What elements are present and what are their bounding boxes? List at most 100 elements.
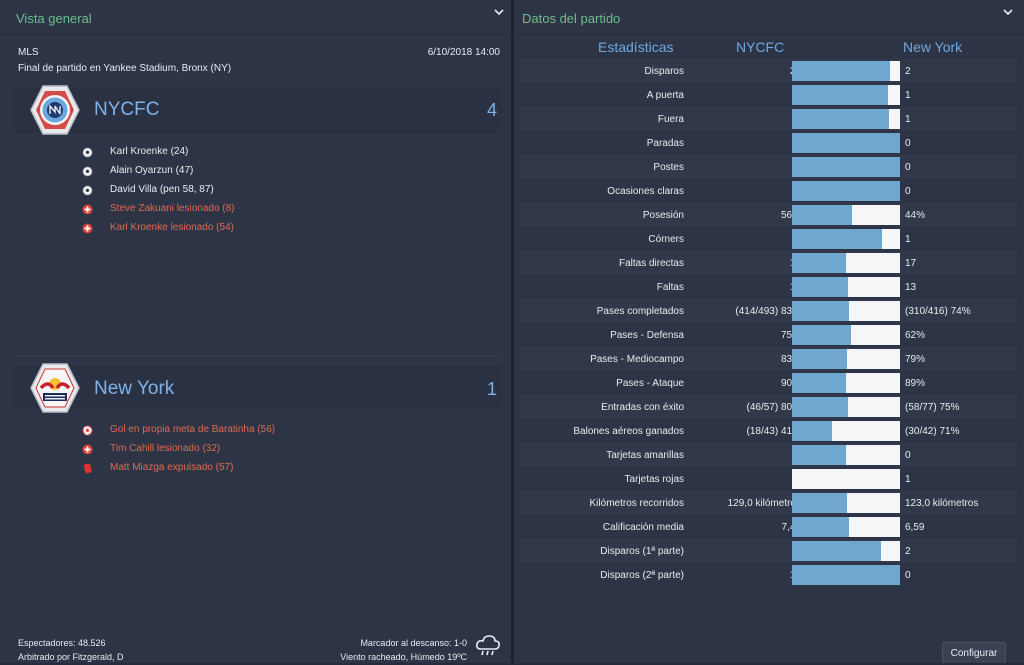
stat-row: Calificación media 7,43 6,59 — [520, 515, 1017, 539]
stat-row: Paradas40 — [520, 131, 1017, 155]
stat-row: Disparos212 — [520, 59, 1017, 83]
stat-comparison-bar — [792, 325, 900, 345]
stat-home-bar-fill — [792, 301, 849, 321]
stat-comparison-bar — [792, 421, 900, 441]
stat-label: Tarjetas rojas — [624, 474, 684, 485]
stat-comparison-bar — [792, 541, 900, 561]
stat-row: Disparos (2ª parte)120 — [520, 563, 1017, 587]
match-stats-collapse-chevron-icon[interactable] — [1002, 6, 1014, 18]
halftime-score: Marcador al descanso: 1-0 — [360, 638, 467, 648]
stat-row: A puerta81 — [520, 83, 1017, 107]
stat-away-value: 2 — [905, 546, 911, 557]
stat-away-value: (30/42) 71% — [905, 426, 960, 437]
stat-home-bar-fill — [792, 61, 890, 81]
stat-label: Kilómetros recorridos — [589, 498, 684, 509]
stat-label: Pases - Ataque — [616, 378, 684, 389]
stat-away-value: 1 — [905, 474, 911, 485]
match-event-text[interactable]: Alain Oyarzun (47) — [110, 165, 194, 176]
stat-home-bar-fill — [792, 445, 846, 465]
stat-home-bar-fill — [792, 349, 847, 369]
configure-button[interactable]: Configurar — [942, 642, 1006, 663]
stat-row: Postes20 — [520, 155, 1017, 179]
stat-comparison-bar — [792, 373, 900, 393]
stat-label: Pases - Defensa — [610, 330, 684, 341]
new-york-crest-icon[interactable] — [29, 362, 81, 414]
stat-comparison-bar — [792, 133, 900, 153]
away-team-score: 1 — [486, 379, 497, 399]
stat-row: Posesión 56% 44% — [520, 203, 1017, 227]
stat-away-value: 62% — [905, 330, 926, 341]
stat-label: Tarjetas amarillas — [606, 450, 684, 461]
stat-row: Córners51 — [520, 227, 1017, 251]
away-team-name[interactable]: New York — [94, 378, 175, 399]
stat-comparison-bar — [792, 61, 900, 81]
stat-away-value: 0 — [905, 138, 911, 149]
stat-label: Faltas — [656, 282, 684, 293]
match-event-text[interactable]: Karl Kroenke lesionado (54) — [110, 222, 234, 233]
stat-comparison-bar — [792, 277, 900, 297]
stat-home-bar-fill — [792, 325, 851, 345]
home-team-name[interactable]: NYCFC — [94, 99, 160, 120]
stat-label: Postes — [653, 162, 684, 173]
rain-cloud-icon — [475, 634, 501, 658]
injury-icon — [82, 223, 93, 234]
stat-away-value: 0 — [905, 570, 911, 581]
own-goal-icon — [82, 425, 93, 436]
overview-collapse-chevron-icon[interactable] — [493, 6, 505, 18]
stat-row: Fuera91 — [520, 107, 1017, 131]
stat-home-bar-fill — [792, 565, 900, 585]
match-event-text[interactable]: Gol en propia meta de Baratinha (56) — [110, 424, 276, 435]
stat-label: Fuera — [657, 114, 684, 125]
stat-comparison-bar — [792, 469, 900, 489]
stat-home-bar-fill — [792, 181, 900, 201]
stat-away-value: 0 — [905, 450, 911, 461]
stat-label: Ocasiones claras — [607, 186, 684, 197]
away-team-band — [14, 365, 502, 410]
stat-home-bar-fill — [792, 421, 832, 441]
stat-home-bar-fill — [792, 205, 852, 225]
stats-column-header: Estadísticas — [598, 39, 674, 55]
stat-label: Pases - Mediocampo — [590, 354, 684, 365]
stat-home-value: 129,0 kilómetros — [727, 498, 801, 509]
stat-row: Entradas con éxito (46/57) 80% (58/77) 75% — [520, 395, 1017, 419]
stat-label: Balones aéreos ganados — [573, 426, 684, 437]
match-event-text[interactable]: Karl Kroenke (24) — [110, 146, 189, 157]
stat-away-value: 89% — [905, 378, 926, 389]
stat-row: Tarjetas rojas01 — [520, 467, 1017, 491]
match-stats-panel: Datos del partido Estadísticas NYCFC New… — [514, 0, 1024, 663]
stat-comparison-bar — [792, 205, 900, 225]
stat-home-value: 7,43 — [782, 522, 801, 533]
stat-away-value: 13 — [905, 282, 917, 293]
stat-comparison-bar — [792, 85, 900, 105]
match-event-text[interactable]: Tim Cahill lesionado (32) — [110, 443, 221, 454]
match-stats-title: Datos del partido — [522, 11, 621, 26]
stat-label: Disparos (1ª parte) — [600, 546, 684, 557]
stat-row: Faltas directas1717 — [520, 251, 1017, 275]
stat-home-bar-fill — [792, 277, 848, 297]
stat-comparison-bar — [792, 109, 900, 129]
stat-label: Faltas directas — [618, 258, 684, 269]
stat-home-bar-fill — [792, 133, 900, 153]
red-card-icon — [82, 463, 93, 474]
stat-comparison-bar — [792, 397, 900, 417]
nycfc-crest-icon[interactable] — [29, 84, 81, 136]
match-event-text[interactable]: Matt Miazga expulsado (57) — [110, 462, 234, 473]
stat-home-value: 90% — [780, 378, 801, 389]
stat-home-value: 75% — [780, 330, 801, 341]
stat-comparison-bar — [792, 445, 900, 465]
stat-home-bar-fill — [792, 397, 848, 417]
stat-label: A puerta — [646, 90, 684, 101]
referee: Arbitrado por Fitzgerald, D — [18, 652, 124, 662]
stat-away-value: 0 — [905, 162, 911, 173]
stat-label: Disparos (2ª parte) — [600, 570, 684, 581]
stat-row: Disparos (1ª parte)92 — [520, 539, 1017, 563]
stat-row: Pases completados (414/493) 83% (310/416) … — [520, 299, 1017, 323]
stat-home-bar-fill — [792, 85, 888, 105]
stat-home-value: (18/43) 41% — [746, 426, 801, 437]
stat-away-value: (58/77) 75% — [905, 402, 960, 413]
injury-icon — [82, 444, 93, 455]
match-event-text[interactable]: David Villa (pen 58, 87) — [110, 184, 214, 195]
competition-name: MLS — [18, 47, 39, 58]
stat-home-value: (46/57) 80% — [746, 402, 801, 413]
match-event-text[interactable]: Steve Zakuani lesionado (8) — [110, 203, 235, 214]
